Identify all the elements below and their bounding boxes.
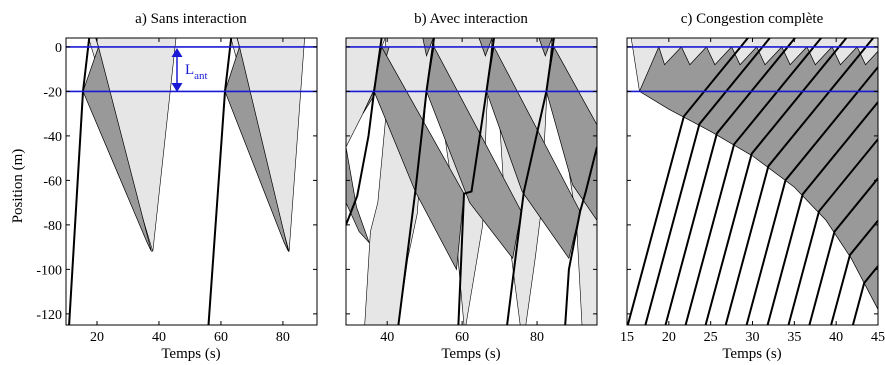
l-ant-letter: L <box>185 62 194 78</box>
panel-b: 40 60 80 b) Avec interaction Temps (s) <box>345 11 598 362</box>
y-tick-label: -40 <box>43 130 62 145</box>
vehicle-trajectory <box>397 38 435 325</box>
x-tick-label: 35 <box>787 330 801 345</box>
x-tick-label: 40 <box>380 330 394 345</box>
panel-c: 15 20 25 30 35 40 45 c) Congestion complète Te… <box>620 11 885 362</box>
vehicle-trajectory <box>851 265 878 325</box>
panel-b-title: b) Avec interaction <box>414 11 528 27</box>
vehicle-trajectory <box>830 219 878 325</box>
vehicle-trajectory <box>664 38 797 325</box>
dark-region <box>426 45 522 260</box>
l-ant-label: Lant <box>185 62 208 82</box>
x-tick-label: 45 <box>871 330 885 345</box>
x-tick-label: 60 <box>214 330 228 345</box>
x-tick-label: 40 <box>152 330 166 345</box>
l-ant-annotation: Lant <box>171 48 208 92</box>
vehicle-trajectory <box>506 38 555 325</box>
x-tick-label: 80 <box>276 330 290 345</box>
panel-b-x-axis-label: Temps (s) <box>441 346 500 362</box>
y-axis-label: Position (m) <box>10 149 26 224</box>
vehicle-trajectory <box>787 138 878 325</box>
white-region <box>346 38 387 325</box>
vehicle-trajectory <box>745 66 878 325</box>
panel-b-frame <box>345 37 598 326</box>
vehicle-trajectory <box>207 38 233 325</box>
panel-b-ticks: 40 60 80 <box>346 38 597 345</box>
panel-c-title: c) Congestion complète <box>681 11 824 27</box>
x-tick-label: 20 <box>90 330 104 345</box>
panel-a-x-axis-label: Temps (s) <box>161 346 220 362</box>
x-tick-label: 80 <box>530 330 544 345</box>
vehicle-trajectory <box>627 38 750 325</box>
panel-b-plot-area <box>346 38 597 325</box>
x-tick-label: 25 <box>704 330 718 345</box>
vehicle-trajectory <box>724 38 875 325</box>
panel-a-frame <box>65 37 318 326</box>
x-tick-label: 20 <box>662 330 676 345</box>
vehicle-trajectory <box>564 146 597 325</box>
x-tick-label: 30 <box>746 330 760 345</box>
y-tick-label: -20 <box>43 85 62 100</box>
y-tick-label: 0 <box>55 41 62 56</box>
vehicle-trajectory <box>684 38 823 325</box>
vehicle-trajectory <box>766 101 878 325</box>
vehicle-trajectory <box>457 38 495 325</box>
x-tick-label: 15 <box>620 330 634 345</box>
vehicle-trajectory <box>68 38 91 325</box>
l-ant-arrowhead-down <box>171 83 183 92</box>
dark-region <box>224 45 289 252</box>
dark-region <box>82 45 152 252</box>
vehicle-trajectory <box>808 177 878 325</box>
panel-a: 20 40 60 80 0 -20 -40 -60 -80 -100 -120 a) Sans in… <box>36 11 318 362</box>
panel-c-ticks: 15 20 25 30 35 40 45 <box>620 38 885 345</box>
dark-region <box>639 45 878 310</box>
y-tick-label: -60 <box>43 174 62 189</box>
panel-a-plot-area <box>66 38 317 325</box>
panel-c-plot-area <box>627 38 878 325</box>
x-tick-label: 60 <box>455 330 469 345</box>
y-tick-label: -100 <box>36 263 62 278</box>
dark-region <box>546 45 597 222</box>
y-tick-label: -120 <box>36 308 62 323</box>
vehicle-trajectory <box>346 38 383 226</box>
panel-c-x-axis-label: Temps (s) <box>722 346 781 362</box>
y-tick-label: -80 <box>43 219 62 234</box>
boundary-line <box>95 38 99 48</box>
l-ant-arrowhead-up <box>171 48 183 57</box>
dark-region <box>346 146 370 243</box>
vehicle-trajectory <box>644 38 772 325</box>
l-ant-subscript: ant <box>194 70 207 82</box>
panel-a-title: a) Sans interaction <box>135 11 247 27</box>
x-tick-label: 40 <box>829 330 843 345</box>
panel-a-ticks: 20 40 60 80 0 -20 -40 -60 -80 -100 -120 <box>36 38 317 345</box>
vehicle-trajectory <box>704 38 848 325</box>
boundary-line <box>236 38 240 48</box>
